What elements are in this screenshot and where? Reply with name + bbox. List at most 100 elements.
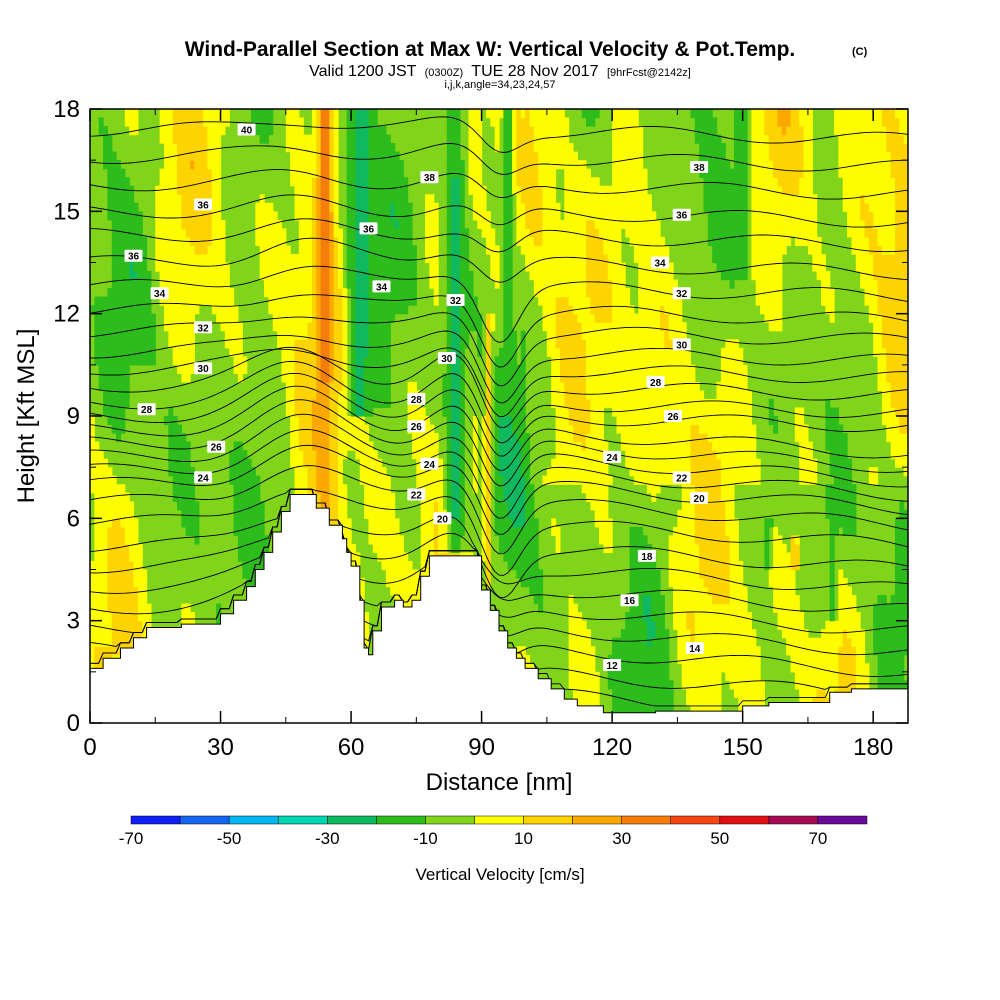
velocity-cell: [716, 509, 722, 519]
velocity-cell: [590, 492, 596, 502]
velocity-cell: [825, 398, 831, 409]
velocity-cell: [686, 680, 692, 690]
velocity-cell: [773, 569, 779, 579]
velocity-cell: [559, 458, 565, 468]
velocity-cell: [668, 467, 674, 477]
velocity-cell: [599, 347, 605, 357]
velocity-cell: [320, 339, 326, 349]
velocity-cell: [825, 424, 831, 434]
velocity-cell: [599, 501, 605, 511]
velocity-cell: [707, 424, 713, 434]
velocity-cell: [311, 381, 317, 392]
velocity-cell: [494, 492, 500, 502]
velocity-cell: [725, 543, 731, 554]
velocity-cell: [842, 612, 848, 622]
velocity-cell: [677, 356, 683, 366]
velocity-cell: [707, 578, 713, 588]
velocity-cell: [890, 603, 896, 613]
velocity-cell: [894, 356, 900, 366]
velocity-cell: [250, 552, 256, 562]
velocity-cell: [451, 390, 457, 400]
velocity-cell: [642, 364, 648, 374]
velocity-cell: [633, 535, 639, 545]
velocity-cell: [903, 441, 908, 451]
velocity-cell: [559, 424, 565, 434]
velocity-cell: [172, 330, 178, 340]
velocity-cell: [807, 646, 813, 656]
velocity-cell: [185, 339, 191, 349]
velocity-cell: [298, 433, 304, 443]
velocity-cell: [751, 467, 757, 477]
velocity-cell: [329, 390, 335, 400]
velocity-cell: [903, 398, 908, 409]
velocity-cell: [651, 364, 657, 374]
velocity-cell: [842, 501, 848, 511]
velocity-cell: [586, 416, 591, 426]
velocity-cell: [720, 569, 726, 579]
velocity-cell: [485, 578, 491, 588]
velocity-cell: [324, 373, 330, 383]
velocity-cell: [303, 356, 309, 366]
velocity-cell: [355, 390, 361, 400]
velocity-cell: [90, 646, 95, 656]
velocity-cell: [185, 305, 191, 315]
velocity-cell: [899, 501, 905, 511]
velocity-cell: [94, 578, 100, 588]
velocity-cell: [642, 305, 648, 315]
velocity-cell: [794, 595, 800, 605]
velocity-cell: [899, 381, 905, 392]
velocity-cell: [381, 322, 387, 332]
velocity-cell: [507, 509, 513, 519]
velocity-cell: [738, 603, 744, 613]
velocity-cell: [368, 305, 374, 315]
velocity-cell: [381, 381, 387, 392]
velocity-cell: [716, 705, 722, 716]
velocity-cell: [512, 450, 517, 460]
velocity-cell: [503, 518, 509, 528]
velocity-cell: [690, 475, 696, 485]
velocity-cell: [364, 330, 370, 340]
velocity-cell: [572, 330, 578, 340]
velocity-cell: [829, 586, 835, 596]
velocity-cell: [324, 450, 330, 460]
velocity-cell: [903, 424, 908, 434]
velocity-cell: [677, 654, 683, 664]
velocity-cell: [725, 467, 731, 477]
velocity-cell: [668, 543, 674, 554]
velocity-cell: [881, 390, 887, 400]
velocity-cell: [764, 543, 770, 554]
velocity-cell: [842, 526, 848, 536]
velocity-cell: [716, 424, 722, 434]
velocity-cell: [568, 390, 574, 400]
velocity-cell: [377, 305, 383, 315]
velocity-cell: [237, 552, 243, 562]
velocity-cell: [668, 697, 674, 707]
velocity-cell: [625, 663, 631, 673]
velocity-cell: [190, 612, 196, 622]
velocity-cell: [233, 509, 239, 519]
velocity-cell: [625, 373, 631, 383]
velocity-cell: [242, 569, 248, 579]
velocity-cell: [786, 586, 792, 596]
velocity-cell: [886, 381, 892, 392]
velocity-cell: [612, 373, 618, 383]
velocity-cell: [98, 305, 104, 315]
velocity-cell: [873, 603, 879, 613]
velocity-cell: [294, 356, 300, 366]
velocity-cell: [807, 458, 813, 468]
velocity-cell: [842, 578, 848, 588]
velocity-cell: [651, 688, 657, 699]
velocity-cell: [829, 620, 835, 630]
velocity-cell: [847, 663, 853, 673]
velocity-cell: [146, 313, 152, 323]
velocity-cell: [364, 475, 370, 485]
velocity-cell: [659, 450, 665, 460]
velocity-cell: [103, 535, 108, 545]
velocity-cell: [242, 501, 248, 511]
velocity-cell: [642, 543, 648, 554]
velocity-cell: [816, 654, 822, 664]
velocity-cell: [368, 501, 374, 511]
velocity-cell: [525, 492, 531, 502]
velocity-cell: [655, 347, 661, 357]
velocity-cell: [703, 586, 709, 596]
